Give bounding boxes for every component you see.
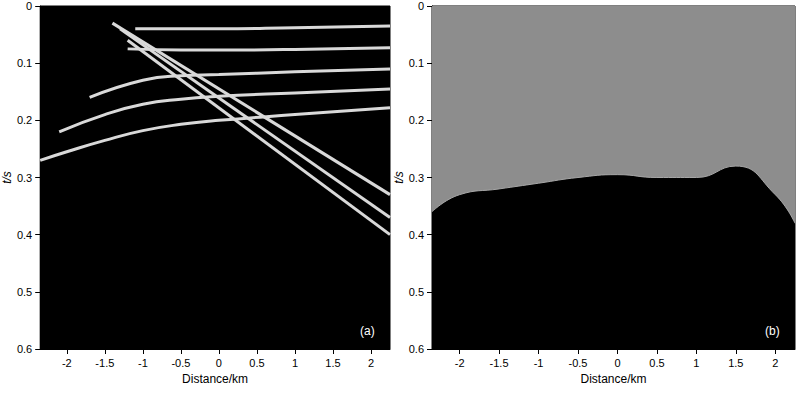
svg-text:0: 0 <box>216 357 222 369</box>
svg-text:-1: -1 <box>534 357 544 369</box>
svg-text:Distance/km: Distance/km <box>580 372 646 386</box>
svg-text:0.4: 0.4 <box>409 229 424 241</box>
svg-text:0.5: 0.5 <box>249 357 264 369</box>
svg-text:-1.5: -1.5 <box>95 357 114 369</box>
svg-text:-0.5: -0.5 <box>569 357 588 369</box>
svg-text:-1.5: -1.5 <box>490 357 509 369</box>
svg-text:0.5: 0.5 <box>649 357 664 369</box>
svg-text:t/s: t/s <box>392 171 406 184</box>
svg-text:2: 2 <box>772 357 778 369</box>
svg-text:-2: -2 <box>62 357 72 369</box>
svg-text:0.2: 0.2 <box>409 114 424 126</box>
svg-text:0.3: 0.3 <box>409 172 424 184</box>
svg-text:1.5: 1.5 <box>728 357 743 369</box>
svg-text:(b): (b) <box>765 324 780 338</box>
svg-text:0.5: 0.5 <box>17 286 32 298</box>
svg-text:-0.5: -0.5 <box>171 357 190 369</box>
svg-text:Distance/km: Distance/km <box>182 372 248 386</box>
svg-text:0.5: 0.5 <box>409 286 424 298</box>
svg-text:0.2: 0.2 <box>17 114 32 126</box>
svg-text:1: 1 <box>292 357 298 369</box>
svg-text:0.3: 0.3 <box>17 172 32 184</box>
svg-text:(a): (a) <box>360 324 375 338</box>
svg-text:0.4: 0.4 <box>17 229 32 241</box>
svg-text:0: 0 <box>418 0 424 12</box>
svg-text:0: 0 <box>26 0 32 12</box>
svg-text:0.6: 0.6 <box>409 343 424 355</box>
svg-text:1.5: 1.5 <box>325 357 340 369</box>
svg-text:0: 0 <box>614 357 620 369</box>
svg-text:0.6: 0.6 <box>17 343 32 355</box>
svg-text:1: 1 <box>693 357 699 369</box>
svg-text:0.1: 0.1 <box>409 57 424 69</box>
svg-text:t/s: t/s <box>0 171 14 184</box>
svg-text:2: 2 <box>368 357 374 369</box>
svg-text:-2: -2 <box>455 357 465 369</box>
svg-text:0.1: 0.1 <box>17 57 32 69</box>
svg-text:-1: -1 <box>138 357 148 369</box>
